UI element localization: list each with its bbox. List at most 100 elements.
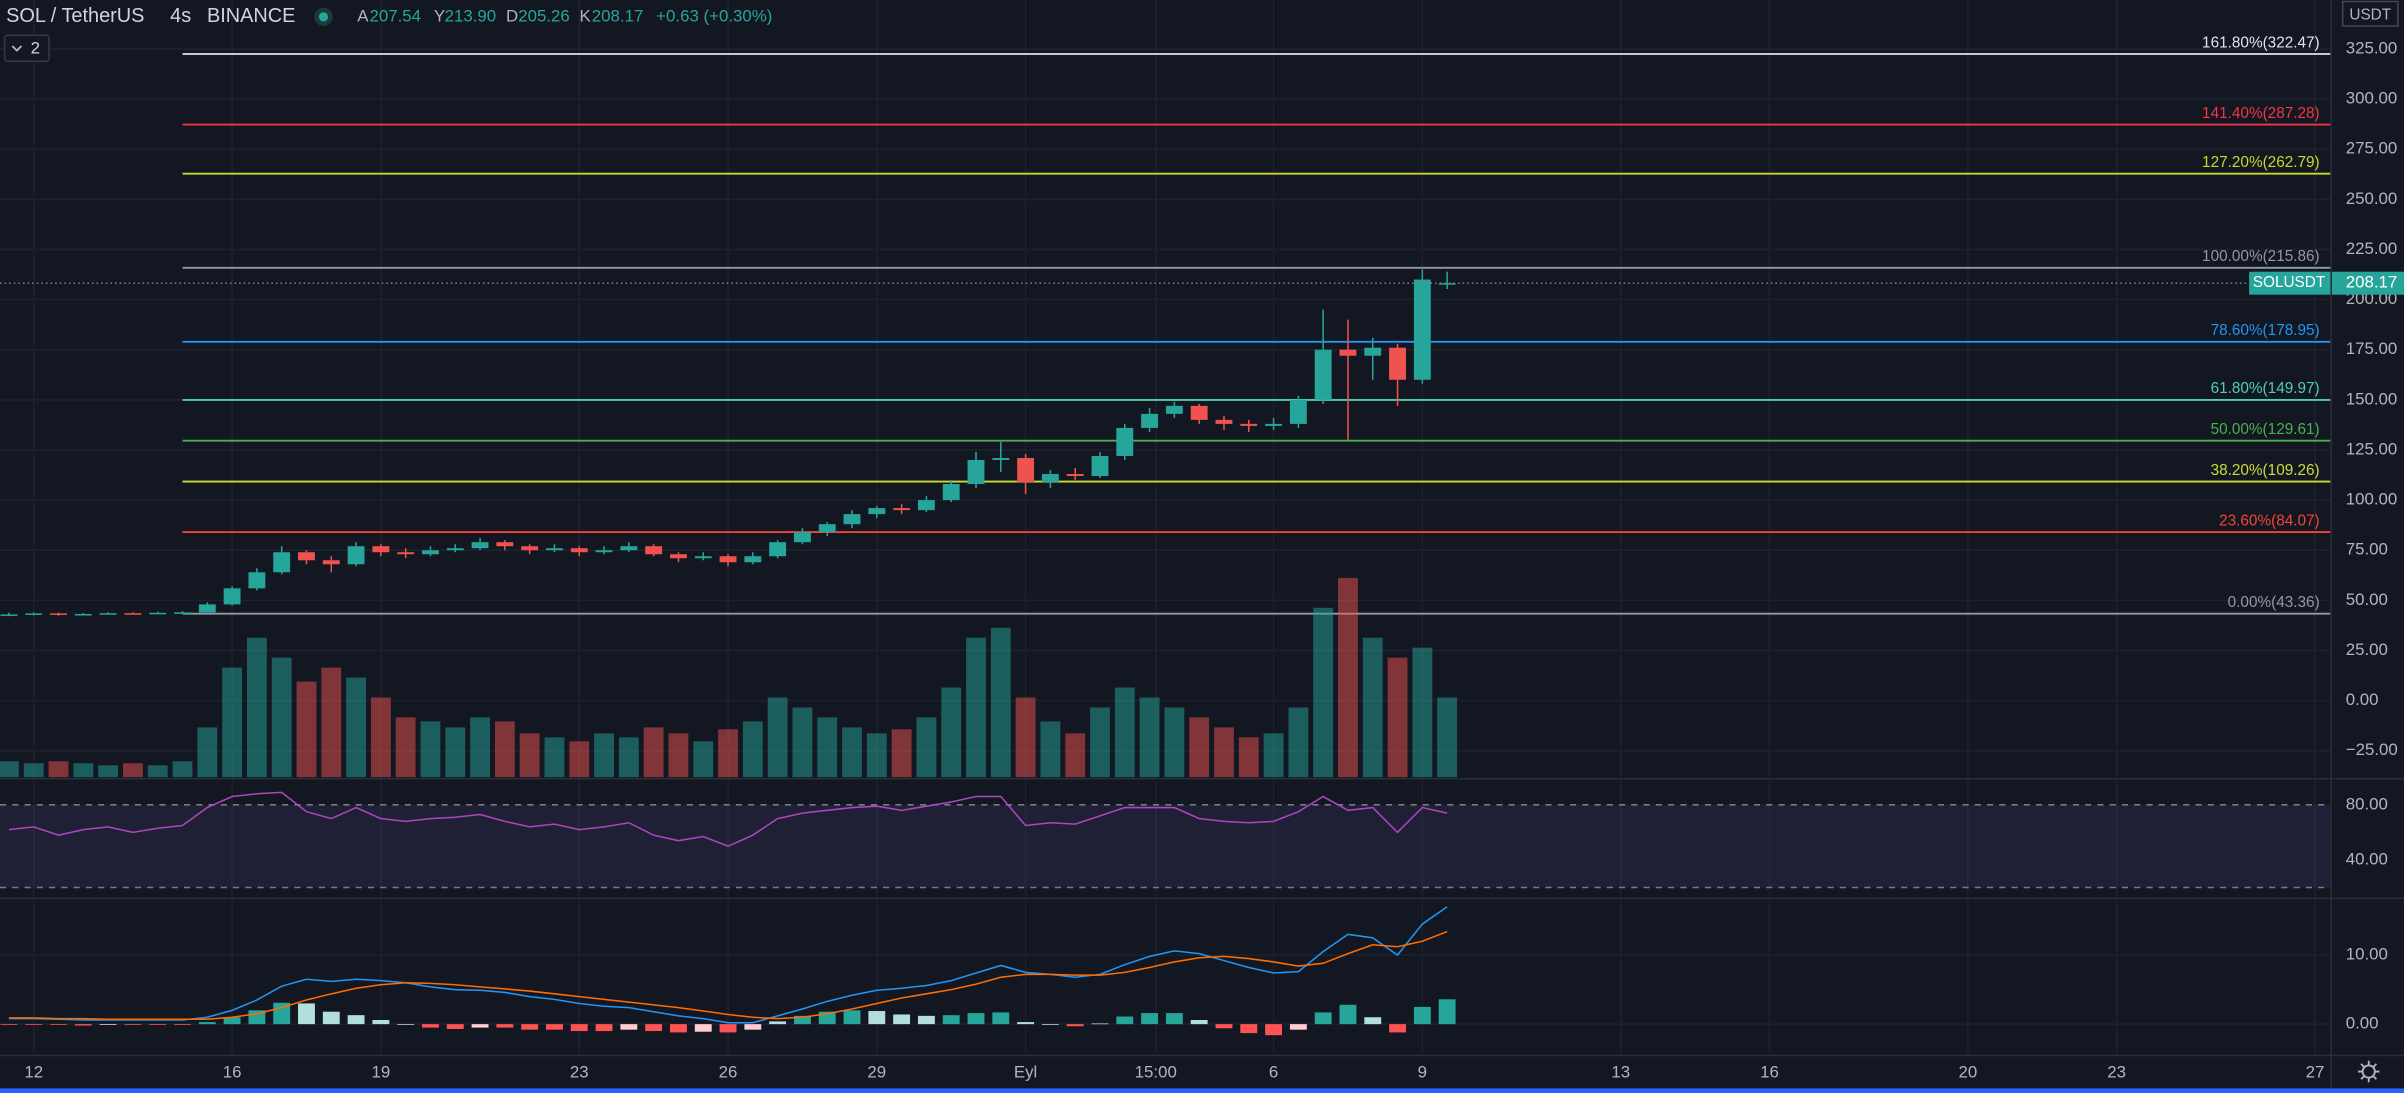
header-layer: SOL / TetherUS 4s BINANCE A 207.54 Y 213… [3, 0, 2399, 1083]
fib-level-label: 141.40%(287.28) [2202, 105, 2320, 122]
volume-bar [271, 657, 292, 778]
candle-body [967, 459, 985, 485]
rsi-tick-label: 40.00 [2346, 849, 2388, 868]
macd-histogram-bar [992, 1012, 1010, 1025]
volume-bar [122, 763, 143, 778]
symbol: SOL / TetherUS [6, 5, 144, 27]
macd-histogram-bar [719, 1024, 737, 1033]
x-tick-label: 27 [2306, 1063, 2325, 1082]
candle-body [124, 613, 142, 615]
candle-body [0, 614, 18, 616]
volume-bar [1362, 637, 1383, 778]
macd-histogram-bar [149, 1024, 167, 1025]
volume-bar [23, 763, 44, 778]
macd-histogram-bar [223, 1017, 241, 1025]
macd-histogram-bar [620, 1024, 638, 1030]
fib-level-label: 127.20%(262.79) [2202, 154, 2320, 171]
candle-body [843, 514, 861, 525]
candle-body [322, 560, 340, 565]
macd-histogram-bar [25, 1024, 43, 1025]
macd-histogram-bar [744, 1024, 762, 1030]
macd-histogram-bar [1339, 1004, 1357, 1025]
rsi-line [8, 791, 1448, 848]
volume-bar [742, 721, 763, 778]
y-tick-label: 50.00 [2346, 590, 2388, 609]
ohlc-value: 213.90 [445, 6, 497, 25]
candle-body [198, 604, 216, 613]
volume-bar [147, 765, 168, 778]
ohlc-letter: A [357, 6, 369, 25]
macd-histogram-bar [446, 1024, 464, 1029]
volume-layer [0, 577, 1458, 778]
volume-bar [1437, 697, 1458, 778]
candle-body [1066, 474, 1084, 477]
signal-line [8, 930, 1448, 1021]
volume-bar [1114, 687, 1135, 778]
candle-body [620, 546, 638, 551]
volume-bar [98, 765, 119, 778]
macd-histogram-bar [1190, 1019, 1208, 1025]
volume-bar [1139, 697, 1160, 778]
volume-bar [1164, 707, 1185, 778]
symbol-tag: SOLUSDT [2253, 274, 2326, 291]
currency-box[interactable] [2341, 0, 2399, 27]
volume-bar [197, 727, 218, 778]
volume-bar [569, 741, 590, 778]
bottom-bar [0, 1088, 2404, 1093]
candle-body [99, 613, 117, 615]
candle-body [471, 542, 489, 549]
settings-gear[interactable] [2358, 1060, 2380, 1083]
macd-histogram-bar [546, 1024, 563, 1030]
candle-body [793, 532, 811, 543]
volume-bar [1412, 647, 1433, 778]
candle-body [1165, 405, 1183, 414]
macd-histogram-bar [670, 1024, 687, 1033]
y-tick-label: 250.00 [2346, 189, 2398, 208]
macd-histogram-bar [1265, 1024, 1282, 1036]
candle-body [521, 546, 539, 551]
ohlc-letter: K [580, 6, 592, 25]
fib-level-label: 38.20%(109.26) [2211, 462, 2320, 479]
chevron [11, 45, 23, 52]
macd-histogram-bar [694, 1024, 712, 1032]
macd-histogram-bar [1389, 1024, 1406, 1033]
candle-body [595, 550, 613, 553]
macd-histogram-bar [1165, 1013, 1183, 1025]
y-tick-label: 125.00 [2346, 439, 2398, 458]
volume-bar [494, 721, 515, 778]
volume-bar [1065, 733, 1086, 778]
macd-histogram-bar [942, 1015, 960, 1025]
x-tick-label: 26 [719, 1063, 738, 1082]
fib-level-label: 61.80%(149.97) [2211, 380, 2320, 397]
volume-bar [395, 717, 416, 778]
candle-body [992, 457, 1010, 460]
candle-body [1215, 419, 1233, 424]
macd-histogram-bar [868, 1011, 886, 1025]
x-tick-label: 9 [1418, 1063, 1427, 1082]
macd-histogram-bar [322, 1011, 340, 1025]
volume-bar [1338, 577, 1358, 778]
candle-body [347, 546, 365, 565]
macd-histogram-bar [1364, 1017, 1382, 1025]
volume-bar [594, 733, 614, 778]
last-price-tag: 208.17 [2346, 273, 2398, 292]
y-tick-label: 0.00 [2346, 690, 2379, 709]
macd-histogram-bar [843, 1010, 861, 1025]
candle-body [818, 524, 836, 533]
macd-tick-label: 10.00 [2346, 945, 2388, 964]
macd-tick-label: 0.00 [2346, 1014, 2379, 1033]
macd-line [8, 906, 1448, 1024]
collapse-button[interactable]: 2 [3, 34, 50, 63]
candle-body [546, 548, 563, 551]
volume-bar [1040, 721, 1061, 778]
candle-body [1289, 399, 1307, 424]
macd-histogram-bar [570, 1024, 588, 1032]
candle-body [1190, 405, 1208, 420]
x-tick-label: 23 [2107, 1063, 2126, 1082]
symbol-tag-bg [2249, 271, 2331, 295]
candle-body [496, 542, 514, 547]
